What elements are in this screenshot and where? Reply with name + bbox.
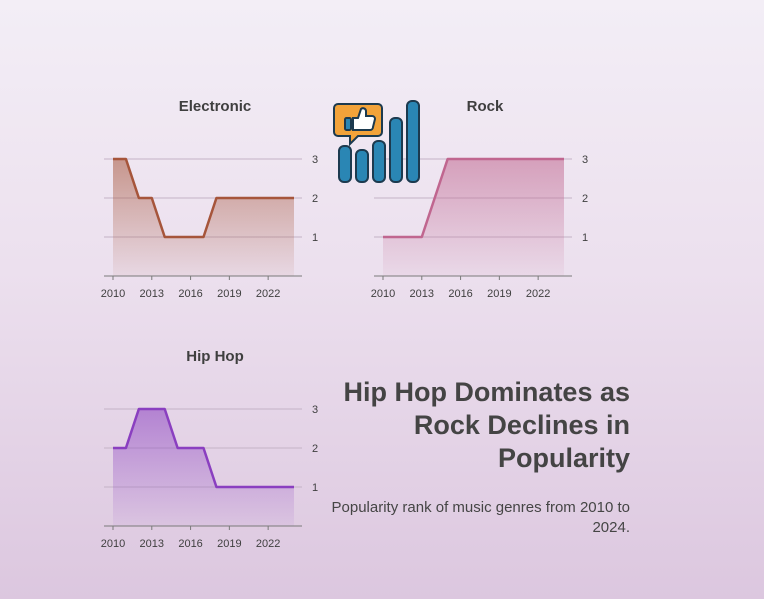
hip-hop-chart: Hip Hop 2010 2013 2016 2019 2022 1 2 3 xyxy=(100,346,330,556)
y-tick-label: 2 xyxy=(312,443,318,455)
x-tick-label: 2010 xyxy=(371,288,395,300)
area-fill xyxy=(383,159,564,276)
thumbs-up-bar-chart-icon xyxy=(333,98,425,193)
y-tick-label: 2 xyxy=(312,193,318,205)
series-line xyxy=(113,407,294,489)
x-tick-label: 2016 xyxy=(178,288,202,300)
x-tick-label: 2016 xyxy=(448,288,472,300)
chart-title: Rock xyxy=(466,98,504,115)
y-tick-label: 3 xyxy=(582,154,588,166)
x-tick-label: 2010 xyxy=(101,538,125,550)
x-tick-label: 2013 xyxy=(140,288,164,300)
x-tick-label: 2019 xyxy=(217,288,241,300)
subheadline: Popularity rank of music genres from 201… xyxy=(331,499,630,536)
y-tick-label: 1 xyxy=(312,232,318,244)
area-fill xyxy=(113,159,294,276)
y-tick-label: 3 xyxy=(312,154,318,166)
x-tick-label: 2016 xyxy=(178,538,202,550)
electronic-chart: Electronic 2010 2013 2016 2019 2022 1 2 3 xyxy=(100,96,330,306)
area-fill xyxy=(113,409,294,526)
chart-title: Hip Hop xyxy=(186,348,244,365)
x-tick-label: 2013 xyxy=(140,538,164,550)
series-line xyxy=(113,157,294,239)
chart-canvas: 2010 2013 2016 2019 2022 1 2 3 xyxy=(101,404,318,550)
chart-canvas: 2010 2013 2016 2019 2022 1 2 3 xyxy=(101,154,318,300)
y-tick-label: 2 xyxy=(582,193,588,205)
x-tick-label: 2022 xyxy=(526,288,550,300)
x-tick-label: 2022 xyxy=(256,288,280,300)
x-tick-label: 2019 xyxy=(217,538,241,550)
x-tick-label: 2019 xyxy=(487,288,511,300)
y-tick-label: 1 xyxy=(312,482,318,494)
series-line xyxy=(383,157,564,239)
x-tick-label: 2022 xyxy=(256,538,280,550)
y-tick-label: 1 xyxy=(582,232,588,244)
headline: Hip Hop Dominates as Rock Declines in Po… xyxy=(343,377,630,473)
x-tick-label: 2010 xyxy=(101,288,125,300)
chart-title: Electronic xyxy=(178,98,252,115)
x-tick-label: 2013 xyxy=(410,288,434,300)
y-tick-label: 3 xyxy=(312,404,318,416)
